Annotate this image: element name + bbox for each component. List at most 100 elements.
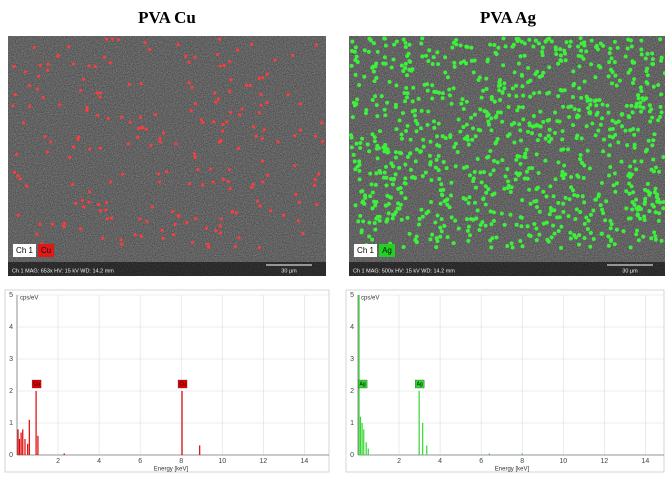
element-dot — [577, 86, 582, 91]
element-dot — [609, 56, 614, 61]
element-dot — [547, 212, 552, 217]
element-dot — [657, 211, 662, 216]
element-dot — [527, 121, 532, 126]
element-dot — [607, 134, 612, 139]
element-dot — [391, 164, 396, 169]
element-dot — [136, 135, 140, 139]
element-dot — [610, 118, 615, 123]
element-dot — [98, 209, 103, 213]
element-dot — [606, 234, 611, 239]
element-dot — [578, 153, 583, 158]
element-dot — [498, 110, 503, 115]
element-dot — [436, 168, 441, 173]
element-dot — [606, 110, 611, 115]
element-dot — [451, 86, 456, 91]
element-label: Cu — [41, 246, 51, 255]
element-dot — [257, 76, 261, 80]
element-dot — [147, 47, 152, 52]
element-dot — [413, 118, 418, 123]
element-dot — [234, 211, 239, 215]
element-dot — [608, 165, 613, 170]
element-dot — [464, 164, 469, 169]
element-dot — [527, 166, 532, 171]
element-dot — [399, 63, 404, 68]
element-dot — [495, 160, 500, 165]
y-tick-label: 5 — [350, 292, 354, 299]
element-dot — [484, 190, 489, 195]
element-dot — [484, 76, 489, 81]
element-dot — [374, 216, 379, 221]
element-dot — [251, 182, 256, 187]
element-dot — [580, 194, 585, 199]
element-dot — [383, 43, 388, 48]
element-dot — [518, 215, 523, 220]
element-dot — [401, 69, 406, 74]
element-dot — [358, 141, 363, 146]
element-dot — [411, 85, 416, 90]
element-dot — [547, 65, 552, 70]
element-dot — [490, 236, 495, 241]
element-dot — [41, 95, 45, 100]
element-dot — [290, 53, 295, 57]
element-dot — [265, 173, 270, 177]
element-dot — [176, 43, 180, 47]
element-dot — [158, 136, 162, 141]
peak-label-box — [415, 379, 425, 389]
element-dot — [23, 70, 27, 74]
element-dot — [413, 108, 418, 113]
element-dot — [528, 233, 533, 238]
element-dot — [187, 60, 191, 64]
element-dot — [561, 175, 566, 180]
element-dot — [588, 98, 593, 103]
element-dot — [382, 149, 387, 154]
element-dot — [643, 149, 648, 154]
element-dot — [661, 206, 665, 211]
element-dot — [494, 235, 499, 240]
element-dot — [514, 83, 519, 88]
element-dot — [614, 181, 619, 186]
element-dot — [447, 87, 452, 92]
element-dot — [226, 179, 230, 184]
element-dot — [652, 132, 657, 137]
element-dot — [649, 236, 654, 241]
element-dot — [127, 82, 131, 86]
element-dot — [384, 164, 389, 169]
element-dot — [650, 202, 655, 207]
element-dot — [356, 219, 361, 224]
element-dot — [421, 144, 426, 149]
element-dot — [358, 146, 363, 151]
element-dot — [350, 115, 355, 120]
element-dot — [448, 193, 453, 198]
element-dot — [96, 113, 100, 117]
element-dot — [645, 181, 650, 186]
element-dot — [607, 127, 612, 132]
element-dot — [588, 212, 593, 217]
element-dot — [251, 125, 256, 129]
element-dot — [236, 146, 241, 150]
element-dot — [571, 123, 576, 128]
element-dot — [434, 245, 439, 250]
element-dot — [653, 234, 658, 239]
element-dot — [634, 197, 639, 202]
element-dot — [49, 140, 53, 144]
element-dot — [399, 136, 404, 141]
element-dot — [486, 122, 491, 127]
element-dot — [652, 230, 657, 235]
element-dot — [378, 170, 383, 175]
element-dot — [636, 93, 641, 98]
element-dot — [650, 143, 655, 148]
element-dot — [37, 74, 41, 78]
element-dot — [363, 111, 368, 116]
element-dot — [612, 242, 617, 247]
element-dot — [375, 156, 380, 161]
scale-label: 30 µm — [281, 268, 297, 274]
element-dot — [158, 180, 162, 184]
element-dot — [639, 109, 644, 114]
element-dot — [599, 181, 604, 186]
element-dot — [401, 244, 406, 249]
element-dot — [575, 133, 580, 138]
element-dot — [607, 173, 612, 178]
element-dot — [276, 140, 280, 144]
element-dot — [615, 45, 620, 50]
element-dot — [488, 149, 493, 154]
